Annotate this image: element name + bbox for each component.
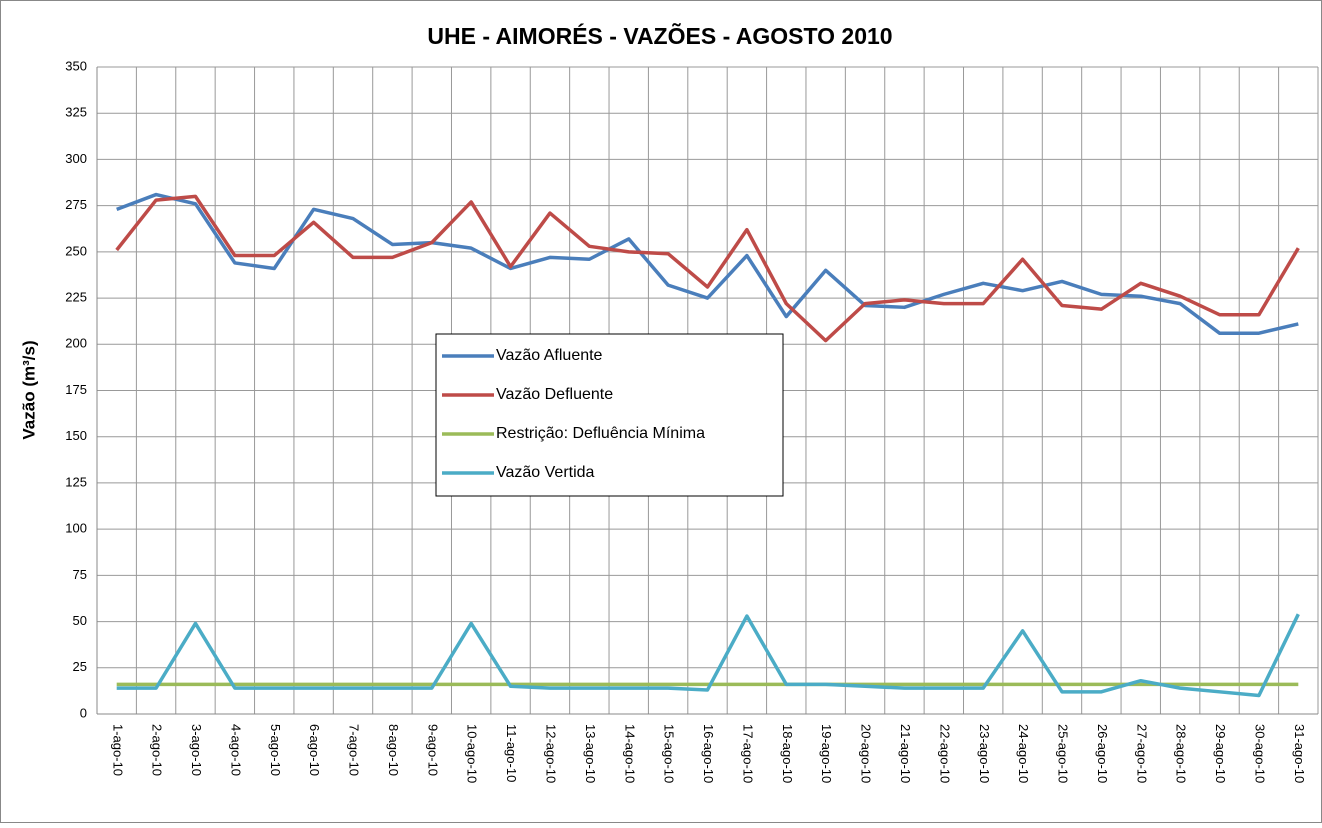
x-tick-label: 8-ago-10 xyxy=(386,724,401,776)
x-tick-label: 23-ago-10 xyxy=(977,724,992,783)
y-tick-label: 300 xyxy=(65,151,87,166)
y-axis-label: Vazão (m³/s) xyxy=(19,340,38,439)
x-tick-label: 26-ago-10 xyxy=(1095,724,1110,783)
x-tick-label: 21-ago-10 xyxy=(898,724,913,783)
x-tick-label: 16-ago-10 xyxy=(701,724,716,783)
x-tick-label: 2-ago-10 xyxy=(150,724,165,776)
x-tick-label: 1-ago-10 xyxy=(110,724,125,776)
legend-label: Restrição: Defluência Mínima xyxy=(496,425,705,442)
series-line xyxy=(115,194,1300,343)
x-tick-label: 15-ago-10 xyxy=(662,724,677,783)
x-tick-label: 5-ago-10 xyxy=(268,724,283,776)
x-tick-label: 19-ago-10 xyxy=(819,724,834,783)
y-tick-label: 175 xyxy=(65,382,87,397)
x-tick-label: 7-ago-10 xyxy=(347,724,362,776)
x-tick-label: 9-ago-10 xyxy=(425,724,440,776)
x-tick-label: 27-ago-10 xyxy=(1134,724,1149,783)
legend-label: Vazão Vertida xyxy=(496,464,595,481)
legend-label: Vazão Defluente xyxy=(496,386,613,403)
y-tick-label: 225 xyxy=(65,290,87,305)
x-tick-label: 12-ago-10 xyxy=(544,724,559,783)
y-tick-label: 0 xyxy=(80,705,87,720)
y-tick-label: 350 xyxy=(65,58,87,73)
y-tick-label: 75 xyxy=(73,567,87,582)
y-tick-label: 100 xyxy=(65,521,87,536)
series-line xyxy=(116,613,1300,698)
x-tick-label: 3-ago-10 xyxy=(189,724,204,776)
legend-label: Vazão Afluente xyxy=(496,347,603,364)
x-tick-label: 22-ago-10 xyxy=(937,724,952,783)
y-tick-label: 25 xyxy=(73,659,87,674)
x-tick-label: 24-ago-10 xyxy=(1016,724,1031,783)
y-tick-label: 200 xyxy=(65,336,87,351)
chart-title: UHE - AIMORÉS - VAZÕES - AGOSTO 2010 xyxy=(427,22,892,49)
x-tick-label: 31-ago-10 xyxy=(1292,724,1307,783)
y-tick-label: 250 xyxy=(65,243,87,258)
x-tick-label: 30-ago-10 xyxy=(1252,724,1267,783)
y-tick-label: 150 xyxy=(65,428,87,443)
x-tick-label: 29-ago-10 xyxy=(1213,724,1228,783)
x-tick-label: 13-ago-10 xyxy=(583,724,598,783)
x-tick-label: 20-ago-10 xyxy=(859,724,874,783)
x-tick-label: 6-ago-10 xyxy=(307,724,322,776)
y-tick-label: 125 xyxy=(65,474,87,489)
x-tick-label: 25-ago-10 xyxy=(1056,724,1071,783)
x-tick-label: 10-ago-10 xyxy=(465,724,480,783)
legend-box xyxy=(435,333,784,497)
series-line xyxy=(116,192,1299,335)
x-tick-label: 18-ago-10 xyxy=(780,724,795,783)
x-tick-label: 4-ago-10 xyxy=(228,724,243,776)
x-tick-label: 11-ago-10 xyxy=(504,724,519,782)
y-tick-label: 325 xyxy=(65,105,87,120)
x-tick-label: 14-ago-10 xyxy=(622,724,637,783)
y-tick-label: 50 xyxy=(73,613,87,628)
y-tick-label: 275 xyxy=(65,197,87,212)
x-tick-label: 28-ago-10 xyxy=(1174,724,1189,783)
x-tick-label: 17-ago-10 xyxy=(740,724,755,783)
